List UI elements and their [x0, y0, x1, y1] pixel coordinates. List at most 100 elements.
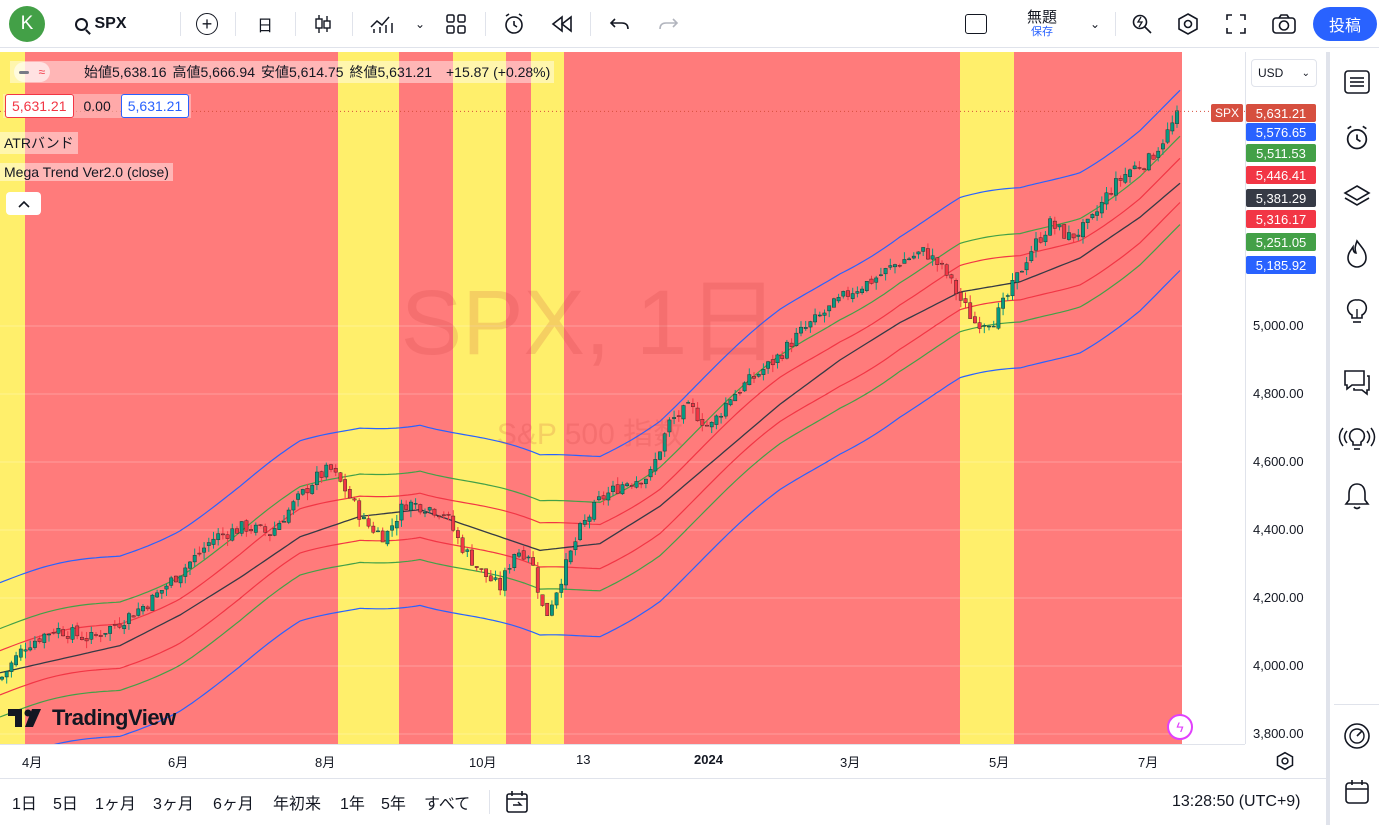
candle-body	[902, 259, 907, 264]
candle-body	[860, 288, 865, 293]
ask-price[interactable]: 5,631.21	[120, 94, 190, 118]
timeframe-button-0[interactable]: 1日	[12, 795, 37, 813]
watchlist-button[interactable]	[1334, 62, 1379, 102]
candle-body	[122, 625, 127, 630]
hotlists-button[interactable]	[1334, 234, 1379, 274]
tradingview-logo-icon	[8, 709, 41, 727]
quick-search-button[interactable]	[1126, 0, 1158, 48]
indicator-legend-megatrend[interactable]: Mega Trend Ver2.0 (close)	[0, 163, 173, 181]
snapshot-button[interactable]	[1267, 0, 1301, 48]
compare-symbol-button[interactable]: +	[190, 0, 224, 48]
user-avatar[interactable]: K	[9, 6, 45, 42]
candle-body	[1071, 233, 1076, 239]
symbol-search[interactable]: SPX	[70, 0, 132, 48]
chart-type-button[interactable]	[308, 0, 338, 48]
alerts-button[interactable]	[1334, 118, 1379, 158]
layout-name[interactable]: 無題 保存	[1012, 0, 1072, 48]
candle-body	[653, 459, 658, 472]
indicators-button[interactable]	[365, 0, 399, 48]
timeframe-button-8[interactable]: すべて	[424, 795, 471, 813]
bid-price[interactable]: 5,631.21	[5, 94, 74, 118]
candle-body	[56, 627, 61, 634]
layout-title: 無題	[1026, 9, 1057, 27]
candle-body	[709, 422, 714, 428]
candle-body	[409, 501, 413, 511]
publish-button[interactable]: 投稿	[1313, 7, 1377, 41]
time-axis[interactable]	[0, 744, 1245, 778]
indicator-legend-atr[interactable]: ATRバンド	[0, 132, 78, 154]
fullscreen-button[interactable]	[1220, 0, 1252, 48]
candle-body	[263, 526, 268, 533]
alert-button[interactable]	[498, 0, 530, 48]
candle-body	[1076, 234, 1081, 237]
trend-region-bull	[1014, 52, 1182, 744]
candle-body	[18, 648, 23, 658]
interval-button[interactable]: 日	[250, 0, 280, 48]
indicators-dropdown[interactable]: ⌄	[410, 0, 430, 48]
redo-button[interactable]	[652, 0, 684, 48]
candle-body	[625, 483, 630, 486]
price-chart[interactable]	[0, 52, 1245, 744]
clock-timezone[interactable]: 13:28:50 (UTC+9)	[1172, 778, 1301, 825]
currency-select[interactable]: USD ⌄	[1251, 59, 1317, 87]
publish-label: 投稿	[1328, 18, 1361, 35]
timeframe-button-4[interactable]: 6ヶ月	[213, 795, 254, 813]
trend-region-neutral	[453, 52, 506, 744]
candle-body	[460, 537, 465, 553]
layout-button[interactable]	[440, 0, 472, 48]
candle-body	[874, 277, 879, 283]
candle-body	[329, 464, 333, 470]
trend-region-bull	[506, 52, 531, 744]
ohlc-value: 5,614.75	[289, 64, 344, 80]
candle-body	[315, 471, 319, 486]
candle-body	[785, 341, 789, 359]
object-tree-button[interactable]	[1334, 176, 1379, 216]
help-button[interactable]	[1334, 716, 1379, 756]
chat-bubbles-icon	[1343, 370, 1370, 396]
candle-body	[14, 655, 18, 666]
replay-button[interactable]	[546, 0, 578, 48]
candle-body	[23, 649, 28, 652]
candle-body	[977, 322, 982, 329]
atr-band-line	[53, 270, 1181, 744]
timeframe-button-7[interactable]: 5年	[381, 795, 406, 813]
tradingview-logo[interactable]: TradingView	[8, 705, 176, 731]
candle-body	[634, 481, 639, 488]
time-tick-label: 4月	[22, 755, 43, 770]
notifications-button[interactable]	[1334, 476, 1379, 516]
chart-pane[interactable]: SPX, 1日 S&P 500 指数 ≈ 始値5,638.16高値5,666.9…	[0, 52, 1245, 744]
streams-button[interactable]	[1334, 420, 1379, 460]
undo-button[interactable]	[604, 0, 636, 48]
candle-body	[159, 590, 164, 594]
axis-settings-button[interactable]	[1270, 748, 1300, 774]
candle-body	[268, 534, 272, 536]
timeframe-button-3[interactable]: 3ヶ月	[153, 795, 194, 813]
candle-body	[437, 515, 441, 518]
candle-body	[700, 418, 705, 426]
lightning-badge-icon[interactable]: ϟ	[1167, 714, 1193, 740]
candle-body	[258, 524, 263, 526]
timeframe-button-2[interactable]: 1ヶ月	[95, 795, 136, 813]
fullscreen-layout-button[interactable]	[960, 0, 992, 48]
ideas-button[interactable]	[1334, 292, 1379, 332]
candle-body	[37, 638, 42, 643]
collapse-legend-button[interactable]	[6, 192, 41, 215]
candle-body	[117, 623, 122, 628]
layout-dropdown[interactable]: ⌄	[1085, 0, 1105, 48]
timeframe-button-6[interactable]: 1年	[340, 795, 365, 813]
goto-date-button[interactable]	[502, 786, 534, 818]
candle-body	[1142, 168, 1147, 170]
lightbulb-icon	[1346, 299, 1367, 323]
candle-body	[723, 402, 728, 417]
chats-button[interactable]	[1334, 362, 1379, 402]
calendar-button[interactable]	[1334, 772, 1379, 812]
timeframe-button-1[interactable]: 5日	[53, 795, 78, 813]
candle-body	[9, 662, 14, 672]
candle-body	[799, 326, 803, 334]
price-tick-label: 4,000.00	[1253, 658, 1304, 673]
settings-button[interactable]	[1172, 0, 1204, 48]
candle-body	[1029, 251, 1034, 262]
candle-body	[239, 521, 244, 534]
timeframe-button-5[interactable]: 年初来	[273, 795, 322, 813]
legend-collapse-toggle[interactable]: ≈	[14, 62, 50, 82]
